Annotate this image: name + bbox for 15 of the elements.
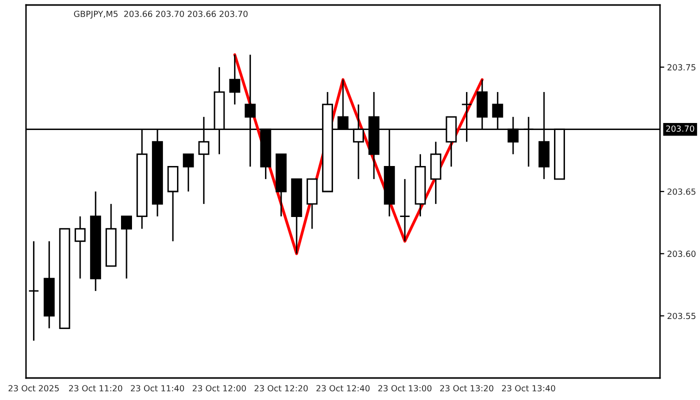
x-tick-label: 23 Oct 11:20 — [69, 385, 122, 392]
x-tick-label: 23 Oct 2025 — [8, 385, 59, 392]
y-tick-label: 203.60 — [668, 250, 696, 257]
ref-line-label: 203.70 — [666, 125, 694, 132]
x-tick-label: 23 Oct 12:20 — [254, 385, 308, 392]
y-tick-label: 203.75 — [668, 64, 696, 70]
x-tick-label: 23 Oct 13:00 — [378, 385, 432, 392]
x-tick-label: 23 Oct 13:20 — [440, 385, 494, 392]
x-tick-label: 23 Oct 13:40 — [502, 385, 556, 392]
y-tick-label: 203.65 — [668, 188, 696, 195]
x-tick-label: 23 Oct 12:00 — [192, 385, 246, 392]
x-tick-label: 23 Oct 12:40 — [316, 385, 370, 392]
y-tick-label: 203.55 — [668, 312, 696, 320]
x-tick-label: 23 Oct 11:40 — [130, 385, 184, 392]
text: GBPJPY,M5 203.66 203.70 203.66 203.70 — [74, 10, 248, 19]
